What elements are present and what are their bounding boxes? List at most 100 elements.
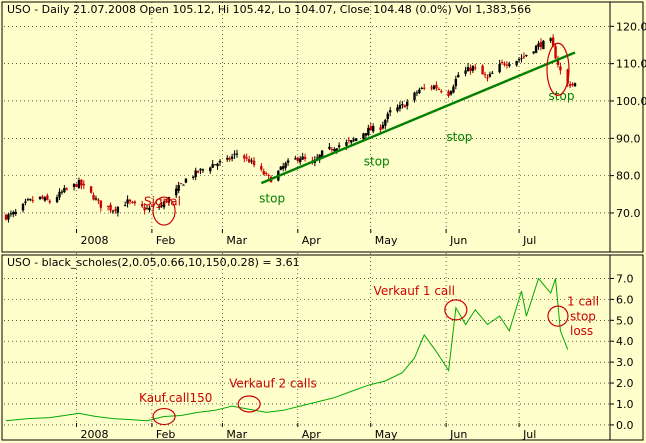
- candle-body: [362, 133, 365, 140]
- candle-body: [537, 43, 540, 47]
- candle-body: [29, 198, 32, 201]
- option-xtick-label: Mar: [226, 428, 247, 441]
- option-annotation: 1 call: [567, 295, 599, 309]
- candle-body: [12, 211, 15, 215]
- candle-body: [157, 206, 161, 208]
- price-annotations: Signal stop stop stop stop: [144, 89, 574, 208]
- price-ytick-label: 70.0: [616, 207, 641, 220]
- candle-body: [260, 165, 263, 170]
- candle-body: [126, 199, 129, 204]
- candle-body: [80, 179, 83, 186]
- candle-body: [106, 205, 110, 207]
- candle-body: [143, 207, 146, 211]
- option-annotation: stop: [570, 309, 596, 323]
- option-annotations: Kauf.call150 Verkauf 2 calls Verkauf 1 cal…: [139, 284, 599, 405]
- candle-body: [177, 185, 180, 191]
- candle-body: [46, 195, 49, 200]
- candle-body: [520, 57, 523, 59]
- candle-body: [415, 92, 419, 94]
- option-ytick-label: 0.0: [616, 419, 634, 432]
- price-ytick-label: 80.0: [616, 170, 641, 183]
- candle-body: [449, 91, 453, 95]
- candle-body: [131, 201, 134, 203]
- candle-body: [167, 197, 171, 203]
- candle-body: [508, 64, 511, 66]
- candle-body: [517, 59, 521, 61]
- candle-body: [350, 140, 353, 143]
- sell-two-circle: [237, 395, 261, 413]
- candle-body: [184, 178, 188, 183]
- candle-body: [264, 172, 268, 174]
- candle-body: [525, 54, 528, 56]
- price-ytick-label: 110.0: [616, 58, 646, 71]
- candle-body: [559, 66, 562, 71]
- price-ytick-label: 120.0: [616, 20, 646, 33]
- option-annotation: loss: [570, 324, 593, 338]
- option-xtick-label: Jun: [449, 428, 467, 441]
- option-ytick-label: 3.0: [616, 356, 634, 369]
- candle-body: [571, 84, 574, 86]
- price-xtick-label: Jun: [449, 234, 467, 247]
- candle-body: [566, 69, 569, 84]
- candle-body: [97, 199, 100, 201]
- candle-body: [199, 168, 202, 171]
- option-chart-panel: 2008 Feb Mar Apr May Jun Jul 7.0 6.0 5.0 4.0 3.0 2.…: [1, 253, 644, 441]
- candle-body: [245, 157, 248, 159]
- candle-body: [335, 148, 338, 152]
- candle-body: [551, 37, 555, 47]
- candle-body: [209, 167, 212, 172]
- price-annotation: stop: [446, 130, 472, 144]
- candle-body: [179, 183, 183, 185]
- candle-body: [379, 127, 382, 130]
- candle-body: [77, 180, 81, 189]
- option-xtick-label: Feb: [156, 428, 175, 441]
- option-plot-frame: [1, 254, 644, 441]
- candle-body: [388, 110, 392, 113]
- candle-body: [466, 67, 470, 72]
- candle-body: [486, 77, 489, 79]
- candle-body: [111, 210, 115, 212]
- candle-body: [99, 200, 103, 208]
- stop-loss-circle: [547, 305, 569, 327]
- price-xtick-label: Jul: [522, 234, 536, 247]
- candle-body: [282, 166, 285, 169]
- candle-body: [201, 169, 205, 171]
- price-circles: [152, 42, 570, 226]
- candle-body: [381, 124, 385, 129]
- candle-body: [243, 155, 246, 159]
- price-y-ticks: 120.0 110.0 100.0 90.0 80.0 70.0: [616, 20, 646, 220]
- candle-body: [123, 205, 127, 207]
- candle-body: [469, 67, 472, 71]
- candle-body: [162, 201, 166, 208]
- candle-body: [196, 170, 200, 173]
- candle-body: [175, 188, 178, 196]
- candle-body: [60, 191, 64, 193]
- candle-body: [316, 157, 319, 159]
- candle-body: [396, 107, 399, 112]
- candle-body: [330, 148, 334, 151]
- price-x-ticks: 2008 Feb Mar Apr May Jun Jul: [81, 234, 537, 247]
- option-ytick-label: 5.0: [616, 314, 634, 327]
- candle-body: [63, 187, 66, 193]
- candle-body: [75, 184, 78, 187]
- candle-body: [403, 105, 406, 108]
- candle-body: [328, 146, 331, 149]
- candle-body: [457, 74, 460, 78]
- candle-body: [252, 160, 256, 165]
- candle-body: [148, 207, 151, 211]
- candle-body: [568, 84, 572, 87]
- option-circles: [152, 299, 569, 426]
- candle-body: [43, 197, 47, 201]
- price-ytick-label: 90.0: [616, 132, 641, 145]
- candle-body: [294, 158, 297, 160]
- candle-body: [435, 85, 438, 89]
- candle-body: [437, 88, 441, 90]
- option-xtick-label: May: [375, 428, 398, 441]
- candle-body: [367, 128, 370, 136]
- candle-body: [89, 186, 93, 193]
- option-ytick-label: 1.0: [616, 398, 634, 411]
- price-trendline: [260, 51, 576, 185]
- candle-body: [9, 213, 13, 215]
- option-xtick-label: Jul: [522, 428, 536, 441]
